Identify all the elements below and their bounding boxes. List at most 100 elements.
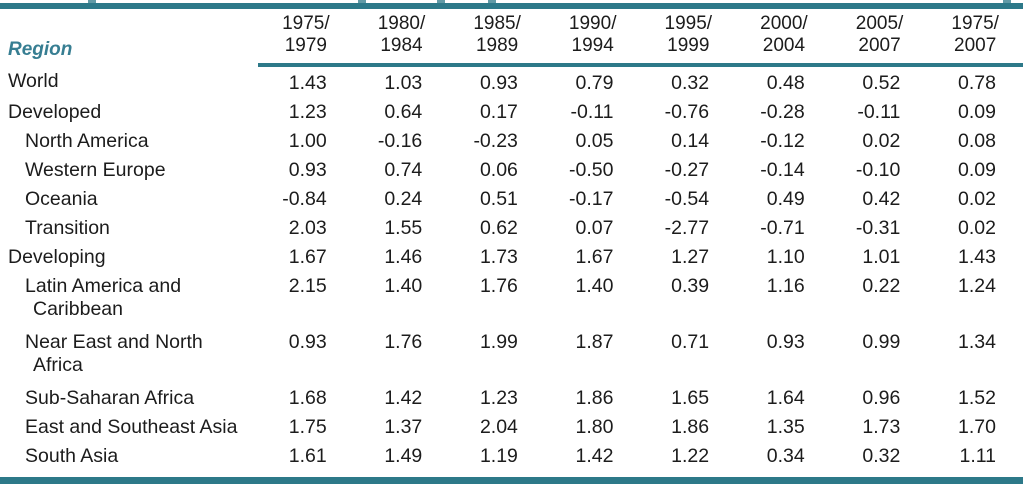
value-cell: 1.34 [958,331,996,353]
value-cell: 1.35 [766,416,805,438]
value-cell: 1.75 [288,416,327,438]
value-cell: 0.62 [479,217,518,239]
year-column-header: 1995/1999 [640,9,737,67]
value-cell: 0.02 [958,188,996,210]
value-cell: 0.06 [479,159,518,181]
year-range-end: 2007 [954,35,997,56]
region-label: Near East and North Africa [0,326,258,382]
value-cell: 1.22 [671,445,710,467]
year-range-start: 1985/ [473,13,521,34]
year-range-start: 1995/ [664,13,713,34]
value-cell: -0.31 [855,217,901,239]
year-range-start: 1990/ [568,13,617,34]
region-label: Oceania [0,183,258,212]
value-cell: 0.52 [862,72,901,94]
value-cell: -0.17 [569,188,614,210]
value-cell: 1.42 [575,445,614,467]
value-cell: 0.24 [384,188,423,210]
value-cell: 0.93 [766,331,805,353]
region-label: South Asia [0,440,258,469]
year-column-header: 2000/2004 [736,9,832,67]
region-label: Developing [0,241,258,270]
value-cell: 1.67 [288,246,327,268]
year-range-end: 1979 [284,35,327,56]
bottom-rule [0,477,1023,484]
value-cell: -0.54 [664,188,710,210]
year-range-end: 2007 [858,35,901,56]
value-cell: 1.16 [766,275,805,297]
table-row: Oceania -0.84 0.24 0.51 -0.17 -0.54 0.49 0.42 0.… [0,183,1023,212]
value-cell: 0.32 [671,72,710,94]
year-range-end: 2004 [762,35,806,56]
value-cell: 1.46 [384,246,423,268]
value-cell: 1.99 [479,331,518,353]
title-descender-mark [488,0,496,3]
region-label: Developed [0,96,258,125]
table-row: Sub-Saharan Africa 1.68 1.42 1.23 1.86 1.65 1.… [0,382,1023,411]
region-label-line1: Near East and North [25,331,203,353]
table-row: North America 1.00 -0.16 -0.23 0.05 0.14 -0.12… [0,125,1023,154]
value-cell: -0.11 [857,101,901,123]
region-label: East and Southeast Asia [0,411,258,440]
value-cell: 2.15 [288,275,327,297]
year-column-header: 1975/2007 [927,9,1023,67]
value-cell: 1.64 [766,387,805,409]
value-cell: 1.76 [384,331,423,353]
region-label-line1: Developed [8,101,102,123]
growth-rates-table: Region 1975/1979 1980/1984 1985/1989 1990/1… [0,9,1023,469]
year-column-header: 1975/1979 [258,9,354,67]
value-cell: 1.42 [384,387,423,409]
value-cell: 1.11 [959,445,996,467]
year-range-end: 1984 [380,35,423,56]
region-label-line1: East and Southeast Asia [25,416,238,438]
value-cell: 0.02 [862,130,901,152]
value-cell: 1.76 [479,275,518,297]
value-cell: 1.73 [862,416,901,438]
value-cell: -0.12 [760,130,805,152]
value-cell: 1.55 [384,217,423,239]
table-row: World 1.43 1.03 0.93 0.79 0.32 0.48 0.52 0.78 [0,65,1023,96]
title-descender-mark [88,0,96,3]
region-label-line1: Transition [25,217,110,239]
region-label-line1: Western Europe [25,159,166,181]
value-cell: -0.71 [760,217,805,239]
value-cell: 0.05 [575,130,614,152]
value-cell: 1.86 [575,387,614,409]
value-cell: 1.40 [575,275,614,297]
year-range-end: 1999 [667,35,710,56]
value-cell: 2.03 [288,217,327,239]
value-cell: 1.01 [862,246,901,268]
value-cell: 1.86 [671,416,710,438]
region-label: Sub-Saharan Africa [0,382,258,411]
value-cell: -2.77 [664,217,710,239]
header-row: Region 1975/1979 1980/1984 1985/1989 1990/1… [0,9,1023,67]
value-cell: 1.19 [479,445,518,467]
value-cell: 0.78 [958,72,996,94]
year-range-end: 1989 [475,35,519,56]
value-cell: 0.71 [671,331,710,353]
title-descender-mark [437,0,445,3]
value-cell: 1.49 [384,445,423,467]
region-label: Transition [0,212,258,241]
value-cell: 1.10 [766,246,805,268]
value-cell: 1.24 [958,275,996,297]
value-cell: -0.14 [760,159,805,181]
table-row: Near East and North Africa 0.93 1.76 1.99 1.8… [0,326,1023,382]
value-cell: 1.23 [479,387,518,409]
value-cell: 0.99 [862,331,901,353]
value-cell: 0.93 [288,159,327,181]
value-cell: 1.40 [384,275,423,297]
value-cell: 1.27 [671,246,710,268]
value-cell: 0.51 [479,188,518,210]
title-descender-mark [358,0,366,3]
title-descender-mark [1003,0,1011,3]
value-cell: 0.79 [575,72,614,94]
value-cell: 0.39 [671,275,710,297]
table-row: East and Southeast Asia 1.75 1.37 2.04 1.80 1… [0,411,1023,440]
value-cell: -0.84 [282,188,327,210]
value-cell: 0.02 [958,217,996,239]
value-cell: 1.37 [384,416,423,438]
value-cell: 0.17 [479,101,518,123]
value-cell: 0.22 [862,275,901,297]
value-cell: 1.87 [575,331,614,353]
